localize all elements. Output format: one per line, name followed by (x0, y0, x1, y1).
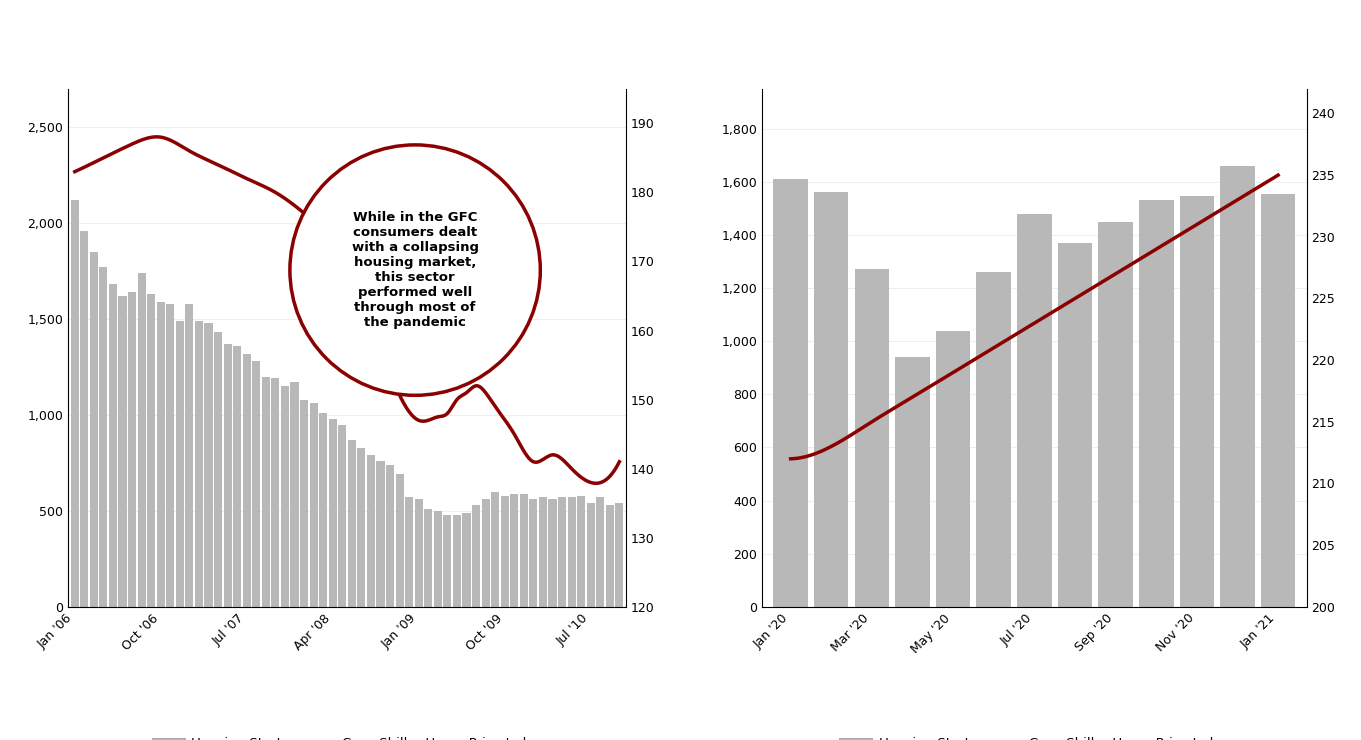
Bar (137, 273, 146, 607)
Bar (90, 252, 98, 607)
Bar (280, 386, 289, 607)
Bar (214, 332, 222, 607)
Bar (463, 513, 471, 607)
Bar (80, 231, 88, 607)
Bar (773, 179, 808, 607)
Bar (223, 344, 231, 607)
Bar (936, 331, 970, 607)
Bar (814, 192, 848, 607)
Bar (482, 500, 490, 607)
Bar (348, 440, 355, 607)
Bar (318, 413, 327, 607)
Bar (510, 494, 519, 607)
Bar (444, 515, 452, 607)
Bar (290, 383, 298, 607)
Bar (328, 419, 336, 607)
Bar (529, 500, 538, 607)
Bar (596, 497, 604, 607)
Bar (71, 200, 79, 607)
Bar (1057, 243, 1093, 607)
Bar (242, 354, 250, 607)
Legend: Housing Starts, Case-Shiller Home Price Index: Housing Starts, Case-Shiller Home Price … (147, 732, 547, 740)
Bar (309, 403, 317, 607)
Bar (109, 284, 117, 607)
Bar (147, 294, 155, 607)
Bar (558, 497, 566, 607)
Legend: Housing Starts, Case-Shiller Home Price Index: Housing Starts, Case-Shiller Home Price … (834, 732, 1234, 740)
Bar (539, 497, 547, 607)
Bar (261, 377, 269, 607)
Bar (271, 378, 279, 607)
Bar (472, 505, 480, 607)
Bar (415, 500, 423, 607)
Text: While in the GFC
consumers dealt
with a collapsing
housing market,
this sector
p: While in the GFC consumers dealt with a … (351, 211, 479, 329)
Bar (367, 455, 376, 607)
Bar (1221, 166, 1255, 607)
Ellipse shape (290, 145, 540, 395)
Bar (377, 461, 385, 607)
Bar (299, 400, 308, 607)
Bar (606, 505, 614, 607)
Bar (976, 272, 1011, 607)
Bar (587, 503, 595, 607)
Bar (252, 361, 260, 607)
Bar (128, 292, 136, 607)
Bar (453, 515, 461, 607)
Bar (896, 357, 930, 607)
Bar (568, 497, 576, 607)
Bar (339, 425, 346, 607)
Bar (396, 474, 404, 607)
Bar (1098, 221, 1132, 607)
Bar (491, 491, 499, 607)
Bar (1180, 196, 1214, 607)
Bar (1260, 194, 1296, 607)
Bar (855, 269, 889, 607)
Bar (406, 497, 414, 607)
Bar (185, 303, 193, 607)
Bar (387, 465, 395, 607)
Bar (118, 296, 127, 607)
Bar (577, 496, 585, 607)
Bar (425, 509, 433, 607)
Bar (99, 267, 108, 607)
Bar (358, 448, 366, 607)
Bar (520, 494, 528, 607)
Bar (233, 346, 241, 607)
Bar (176, 321, 184, 607)
Bar (157, 302, 165, 607)
Bar (615, 503, 623, 607)
Bar (166, 303, 174, 607)
Bar (548, 500, 557, 607)
Bar (1017, 214, 1052, 607)
Bar (1139, 201, 1173, 607)
Bar (204, 323, 212, 607)
Bar (501, 496, 509, 607)
Bar (434, 511, 442, 607)
Bar (195, 321, 203, 607)
